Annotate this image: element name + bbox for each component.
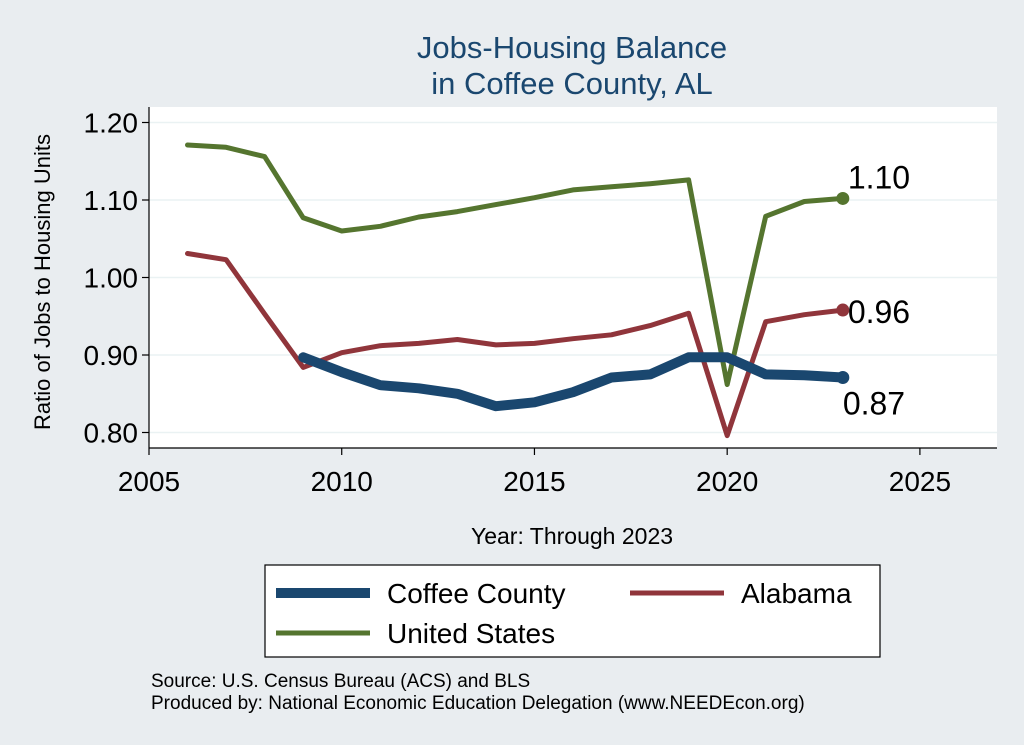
y-tick-label: 1.10 xyxy=(84,185,139,216)
end-label-united-states: 1.10 xyxy=(848,159,910,195)
legend: Coffee County Alabama United States xyxy=(264,564,881,658)
x-tick-label: 2025 xyxy=(889,466,951,497)
source-note: Source: U.S. Census Bureau (ACS) and BLS xyxy=(151,671,530,692)
end-label-coffee-county: 0.87 xyxy=(843,385,905,421)
end-labels: 0.87 0.96 1.10 xyxy=(836,159,910,421)
legend-label-coffee-county: Coffee County xyxy=(387,578,566,609)
producer-note: Produced by: National Economic Education… xyxy=(151,693,805,714)
chart-title-line-1: Jobs-Housing Balance xyxy=(417,30,727,65)
x-tick-label: 2010 xyxy=(311,466,373,497)
end-point-united-states xyxy=(836,191,850,205)
legend-label-alabama: Alabama xyxy=(741,578,852,609)
legend-label-united-states: United States xyxy=(387,618,555,649)
x-tick-label: 2005 xyxy=(118,466,180,497)
end-point-alabama xyxy=(836,303,850,317)
x-tick-label: 2015 xyxy=(503,466,565,497)
end-label-alabama: 0.96 xyxy=(848,294,910,330)
axes: 0.80 0.90 1.00 1.10 1.20 2005 2010 2015 2020 2025 xyxy=(84,107,997,497)
chart-title-line-2: in Coffee County, AL xyxy=(431,66,712,101)
y-tick-label: 1.20 xyxy=(84,108,139,139)
x-axis-label: Year: Through 2023 xyxy=(471,523,673,549)
y-axis-label: Ratio of Jobs to Housing Units xyxy=(30,134,55,430)
x-tick-label: 2020 xyxy=(696,466,758,497)
end-point-coffee-county xyxy=(836,370,850,384)
series-line-alabama xyxy=(185,251,846,439)
series-lines xyxy=(185,142,848,439)
legend-box xyxy=(264,564,881,658)
series-line-coffee-county xyxy=(298,352,848,412)
y-tick-label: 0.80 xyxy=(84,418,139,449)
y-tick-label: 1.00 xyxy=(84,263,139,294)
y-tick-label: 0.90 xyxy=(84,340,139,371)
